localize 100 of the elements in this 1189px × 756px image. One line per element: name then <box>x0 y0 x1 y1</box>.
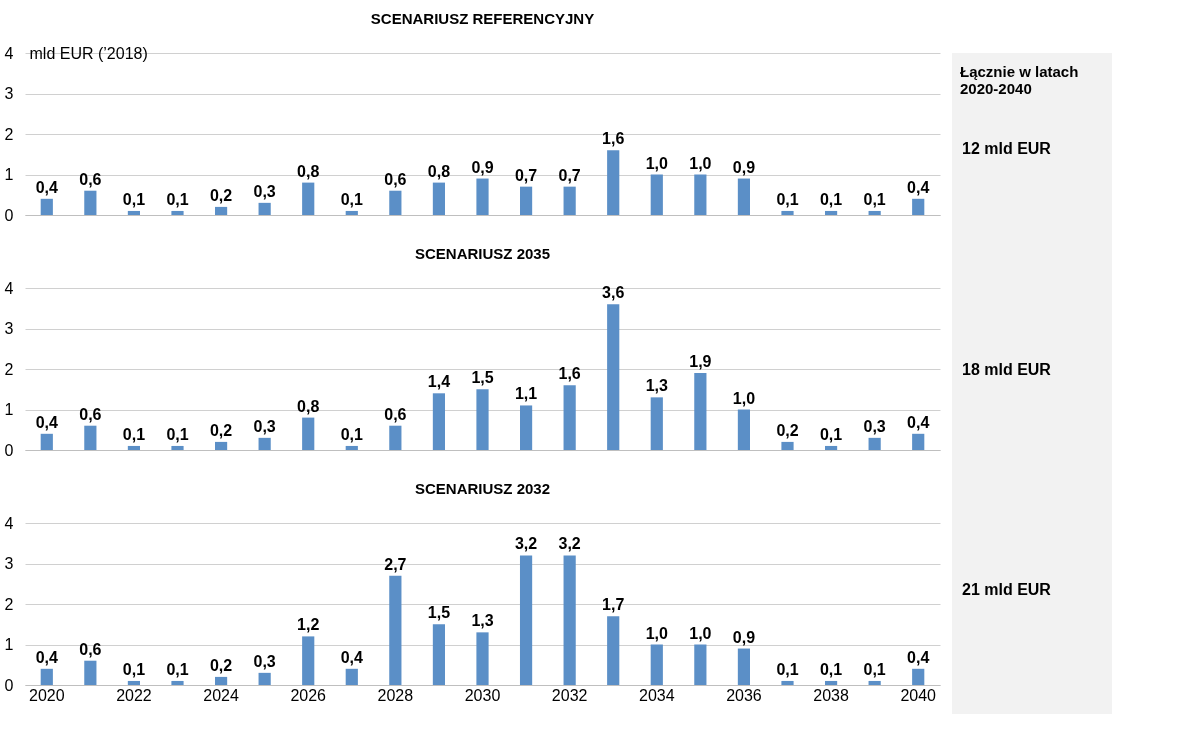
bar <box>781 680 794 685</box>
bar <box>127 445 141 450</box>
y-tick-label: 1 <box>4 166 14 183</box>
bar <box>824 445 838 450</box>
data-label: 1,0 <box>732 389 756 407</box>
bar <box>519 555 533 685</box>
bar <box>519 405 533 450</box>
data-label: 0,8 <box>297 162 320 180</box>
bar <box>127 210 141 215</box>
x-tick-label: 2022 <box>116 686 152 704</box>
data-label: 0,4 <box>907 178 930 196</box>
bar <box>781 441 794 450</box>
bar <box>519 186 533 215</box>
data-label: 0,2 <box>776 421 799 439</box>
data-label: 0,7 <box>514 166 538 184</box>
bar <box>214 441 228 450</box>
data-label: 0,2 <box>209 656 233 674</box>
x-tick-label: 2028 <box>377 686 414 704</box>
y-tick-label: 2 <box>4 595 14 613</box>
data-label: 0,9 <box>471 158 494 176</box>
bar <box>84 190 97 215</box>
bar <box>40 198 53 215</box>
data-label: 0,1 <box>166 660 189 678</box>
data-label: 1,5 <box>427 604 451 622</box>
data-label: 0,1 <box>776 660 799 678</box>
data-label: 1,7 <box>602 596 625 614</box>
data-label: 1,6 <box>558 365 581 383</box>
data-label: 0,4 <box>340 648 363 666</box>
y-tick-label: 3 <box>4 85 14 102</box>
bar <box>302 417 315 450</box>
bar <box>40 433 53 450</box>
bar <box>694 373 707 450</box>
x-tick-label: 2038 <box>813 686 849 704</box>
bar <box>171 680 184 685</box>
data-label: 1,0 <box>645 154 668 172</box>
bar <box>912 668 925 685</box>
bar <box>563 186 576 215</box>
text: 18 mld EUR <box>962 360 1052 378</box>
data-label: 1,6 <box>602 130 625 148</box>
bar <box>607 304 620 450</box>
bar <box>824 680 838 685</box>
y-tick-label: 1 <box>4 401 14 418</box>
chart-title: SCENARIUSZ 2032 <box>414 480 551 497</box>
text: 12 mld EUR <box>962 140 1052 158</box>
data-label: 3,2 <box>514 535 538 553</box>
chart-title: SCENARIUSZ REFERENCYJNY <box>370 10 595 27</box>
bar <box>302 636 315 685</box>
bar <box>389 425 402 450</box>
bar <box>737 409 751 450</box>
data-label: 0,3 <box>253 652 276 670</box>
data-label: 0,1 <box>863 660 886 678</box>
data-label: 0,1 <box>819 660 843 678</box>
bar <box>432 624 446 685</box>
data-label: 0,4 <box>907 413 930 431</box>
data-label: 0,3 <box>863 417 886 435</box>
bar <box>432 182 446 215</box>
bar <box>694 644 707 685</box>
data-label: 0,4 <box>907 648 930 666</box>
x-tick-label: 2036 <box>726 686 762 704</box>
y-tick-label: 4 <box>4 279 14 297</box>
y-tick-label: 0 <box>4 441 14 459</box>
y-tick-label: 0 <box>4 206 14 224</box>
y-axis-title: mld EUR (’2018) <box>29 44 148 62</box>
bar <box>84 425 97 450</box>
bar <box>432 393 446 450</box>
data-label: 0,6 <box>79 405 102 423</box>
bar <box>302 182 315 215</box>
data-label: 1,1 <box>514 385 538 403</box>
data-label: 0,3 <box>253 182 276 200</box>
bar <box>824 210 838 215</box>
data-label: 0,4 <box>35 178 58 196</box>
bar <box>476 389 489 450</box>
x-tick-label: 2030 <box>464 686 501 704</box>
data-label: 0,8 <box>427 162 451 180</box>
data-label: 0,8 <box>297 397 320 415</box>
data-label: 0,1 <box>340 425 363 443</box>
y-tick-label: 3 <box>4 320 14 337</box>
bar <box>258 202 271 215</box>
bar <box>127 680 141 685</box>
data-label: 0,7 <box>558 166 581 184</box>
bar <box>694 174 707 215</box>
x-tick-label: 2040 <box>900 686 937 704</box>
bar <box>171 210 184 215</box>
bar <box>476 632 489 685</box>
data-label: 0,1 <box>122 425 146 443</box>
y-tick-label: 3 <box>4 555 14 572</box>
x-tick-label: 2034 <box>638 686 675 704</box>
data-label: 0,6 <box>79 170 102 188</box>
bar <box>345 445 358 450</box>
data-label: 1,2 <box>297 616 320 634</box>
data-label: 1,0 <box>689 154 712 172</box>
data-label: 0,9 <box>732 158 756 176</box>
data-label: 1,3 <box>471 612 494 630</box>
data-label: 1,3 <box>645 377 668 395</box>
bar <box>563 555 576 685</box>
bar <box>258 672 271 685</box>
data-label: 0,1 <box>122 660 146 678</box>
data-label: 0,1 <box>863 190 886 208</box>
bar <box>737 178 751 215</box>
bar <box>650 644 663 685</box>
